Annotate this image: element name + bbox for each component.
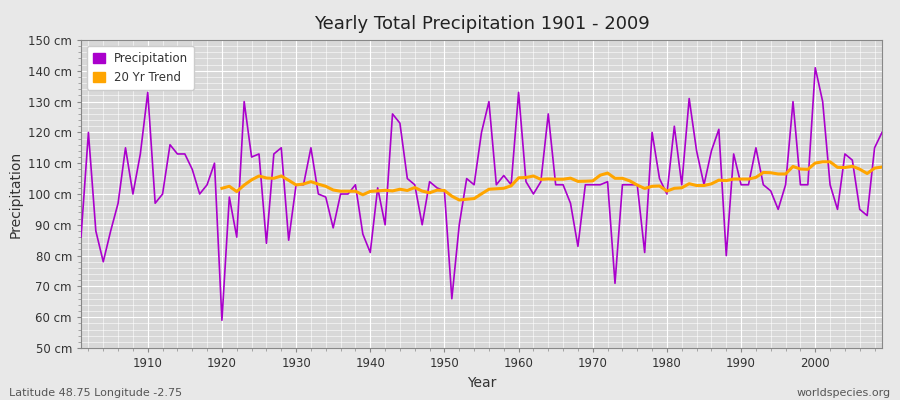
X-axis label: Year: Year bbox=[467, 376, 496, 390]
Text: worldspecies.org: worldspecies.org bbox=[796, 388, 891, 398]
Text: Latitude 48.75 Longitude -2.75: Latitude 48.75 Longitude -2.75 bbox=[9, 388, 182, 398]
Legend: Precipitation, 20 Yr Trend: Precipitation, 20 Yr Trend bbox=[87, 46, 194, 90]
Y-axis label: Precipitation: Precipitation bbox=[8, 150, 22, 238]
Title: Yearly Total Precipitation 1901 - 2009: Yearly Total Precipitation 1901 - 2009 bbox=[313, 15, 650, 33]
